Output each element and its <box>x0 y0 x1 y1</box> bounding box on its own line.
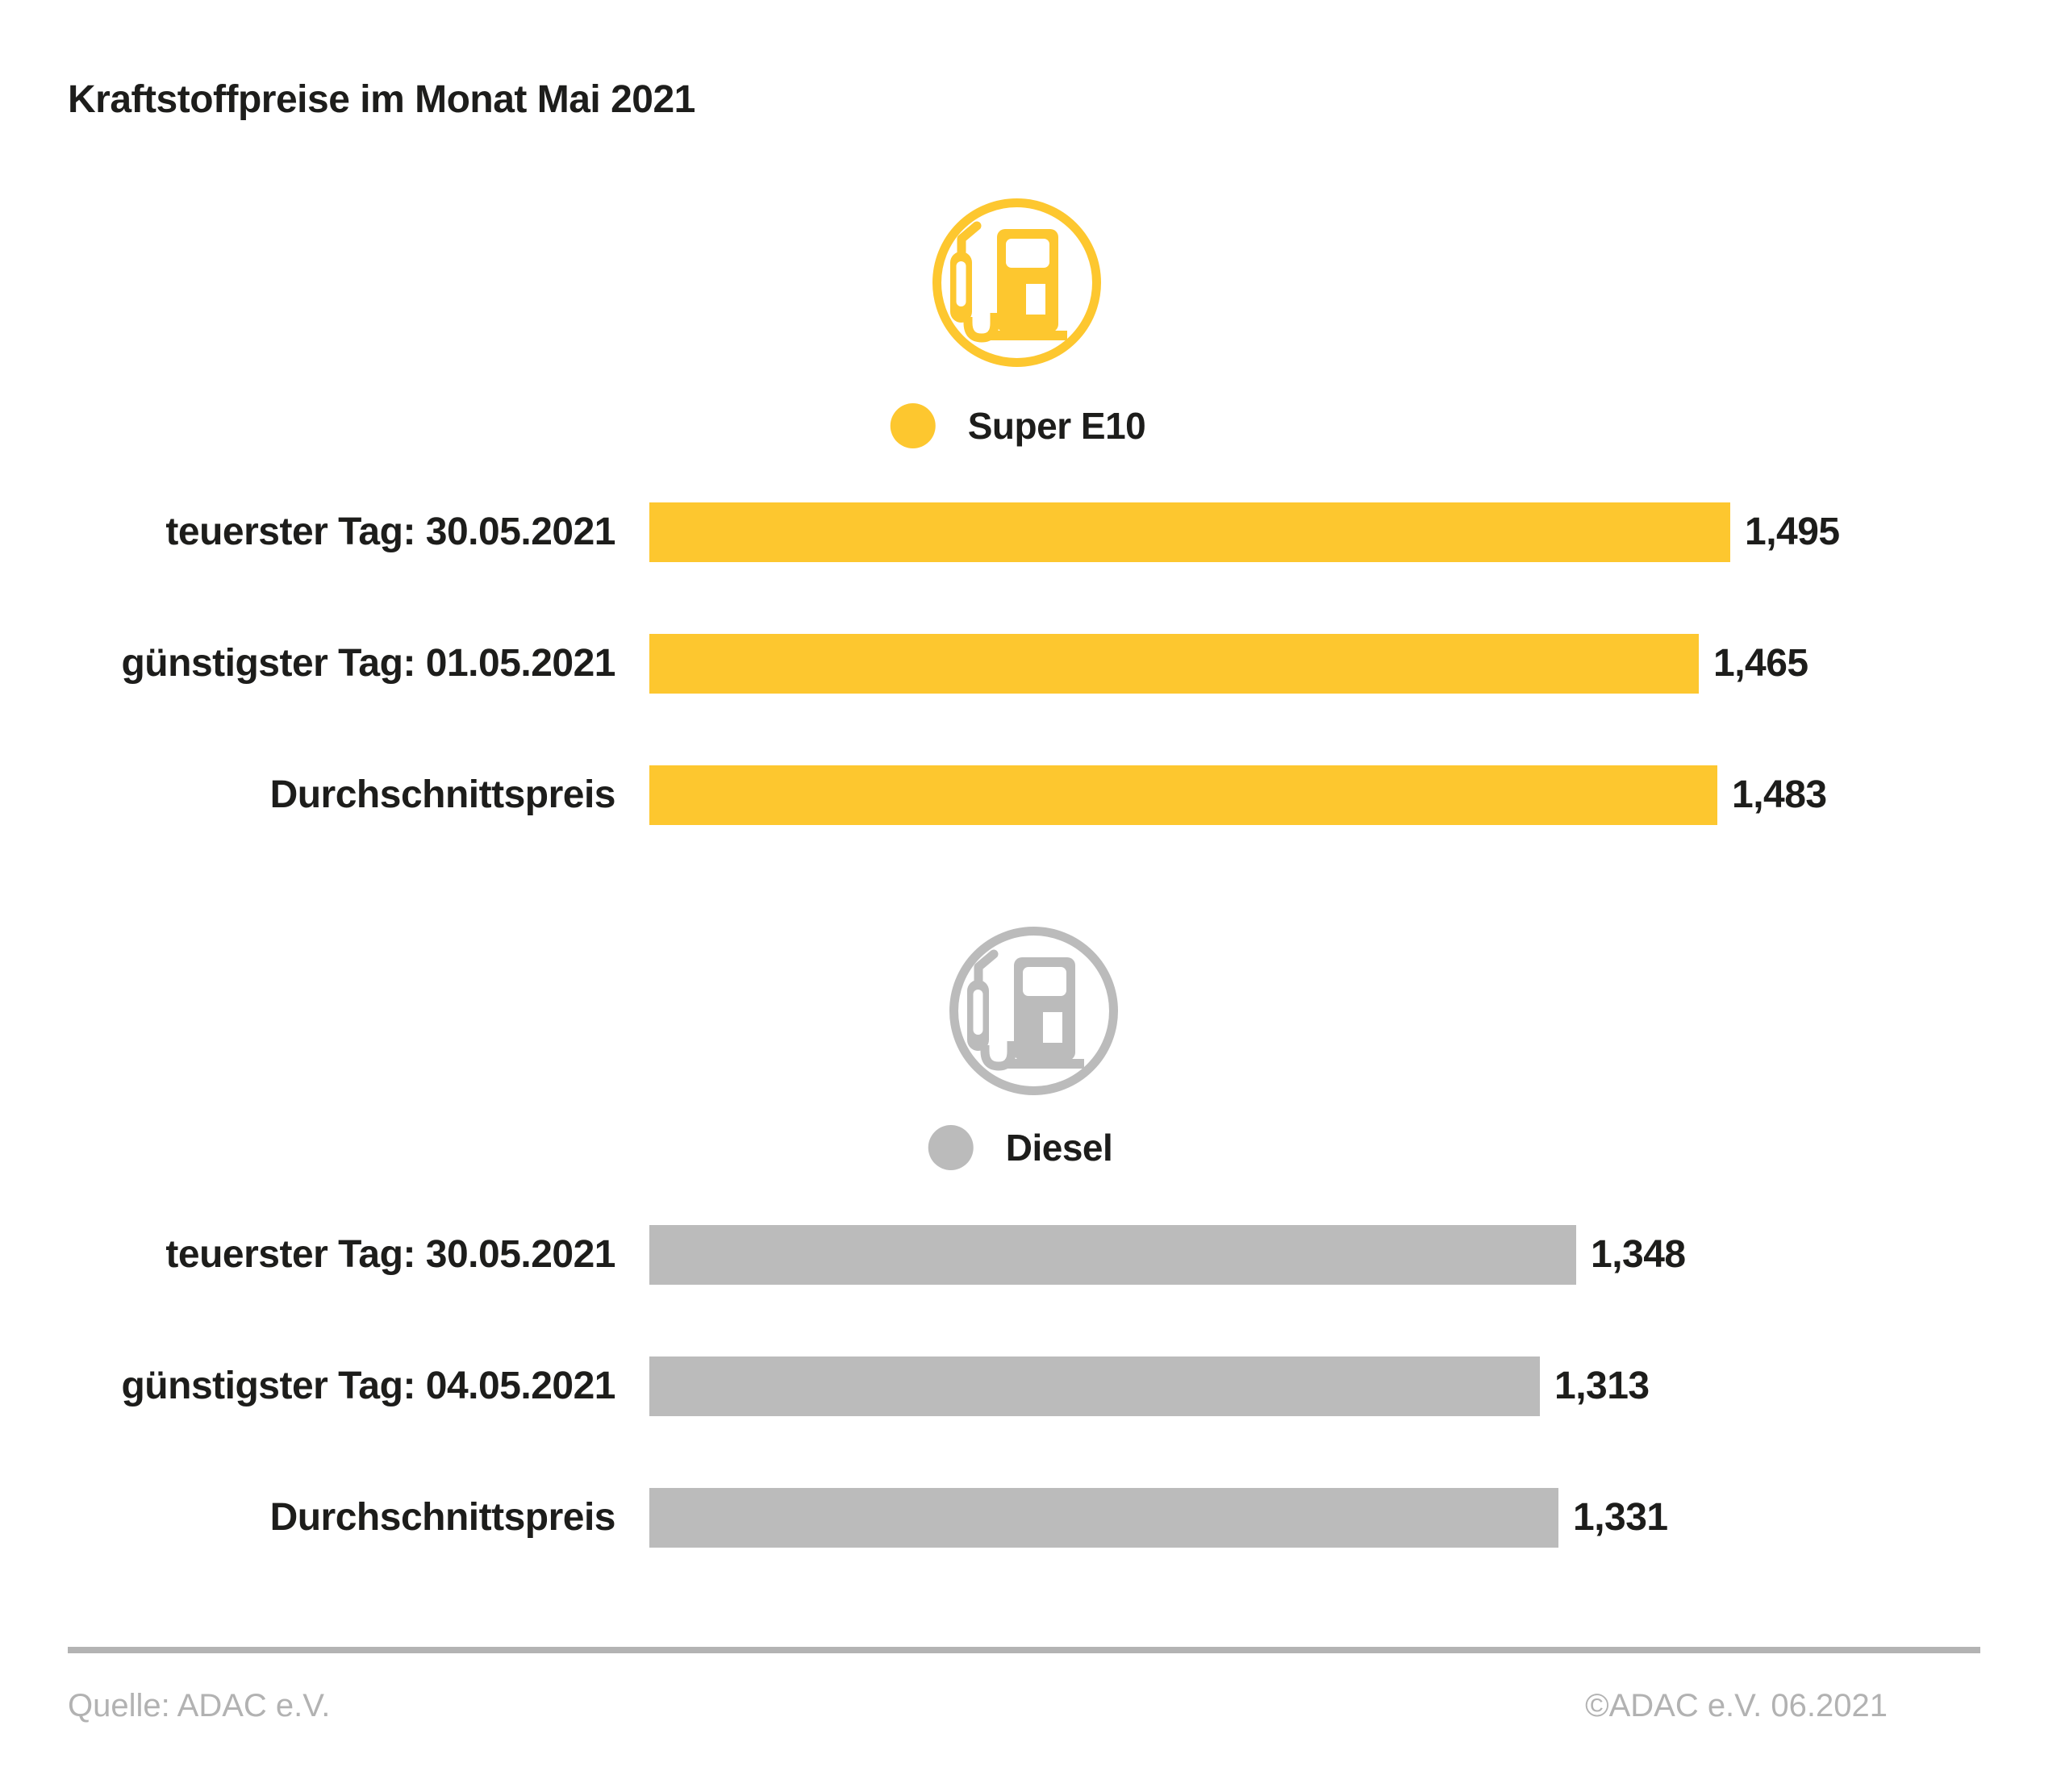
bar-row: günstigster Tag: 01.05.2021 1,465 <box>0 634 2065 694</box>
legend-dot-super-e10 <box>890 403 936 448</box>
bar-value-label: 1,495 <box>1745 511 1840 553</box>
bar-row: teuerster Tag: 30.05.2021 1,495 <box>0 502 2065 562</box>
fuel-pump-icon <box>932 198 1101 367</box>
bar-category-label: teuerster Tag: 30.05.2021 <box>165 511 615 553</box>
legend-diesel: Diesel <box>928 1122 1113 1173</box>
copyright-text: ©ADAC e.V. 06.2021 <box>1585 1688 1888 1723</box>
bar-row: günstigster Tag: 04.05.2021 1,313 <box>0 1357 2065 1416</box>
legend-label-diesel: Diesel <box>1005 1127 1113 1169</box>
source-text: Quelle: ADAC e.V. <box>68 1688 331 1723</box>
bar-diesel <box>649 1488 1558 1548</box>
page-title: Kraftstoffpreise im Monat Mai 2021 <box>68 78 695 121</box>
legend-super-e10: Super E10 <box>890 400 1146 452</box>
bar-category-label: Durchschnittspreis <box>269 1496 616 1539</box>
bar-diesel <box>649 1225 1576 1285</box>
bar-row: Durchschnittspreis 1,483 <box>0 765 2065 825</box>
bar-category-label: Durchschnittspreis <box>269 773 616 816</box>
footer-divider <box>68 1647 1980 1653</box>
bar-category-label: teuerster Tag: 30.05.2021 <box>165 1233 615 1276</box>
bar-value-label: 1,313 <box>1554 1365 1650 1407</box>
bar-diesel <box>649 1357 1540 1416</box>
bar-category-label: günstigster Tag: 04.05.2021 <box>121 1365 615 1407</box>
bar-value-label: 1,348 <box>1591 1233 1686 1276</box>
bar-row: Durchschnittspreis 1,331 <box>0 1488 2065 1548</box>
bar-value-label: 1,483 <box>1732 773 1827 816</box>
bar-super-e10 <box>649 634 1699 694</box>
bar-value-label: 1,331 <box>1573 1496 1668 1539</box>
bar-category-label: günstigster Tag: 01.05.2021 <box>121 642 615 685</box>
bar-super-e10 <box>649 765 1717 825</box>
bar-value-label: 1,465 <box>1713 642 1808 685</box>
legend-label-super-e10: Super E10 <box>967 405 1146 447</box>
bar-super-e10 <box>649 502 1730 562</box>
bar-row: teuerster Tag: 30.05.2021 1,348 <box>0 1225 2065 1285</box>
legend-dot-diesel <box>928 1125 974 1170</box>
fuel-pump-icon <box>949 927 1118 1095</box>
